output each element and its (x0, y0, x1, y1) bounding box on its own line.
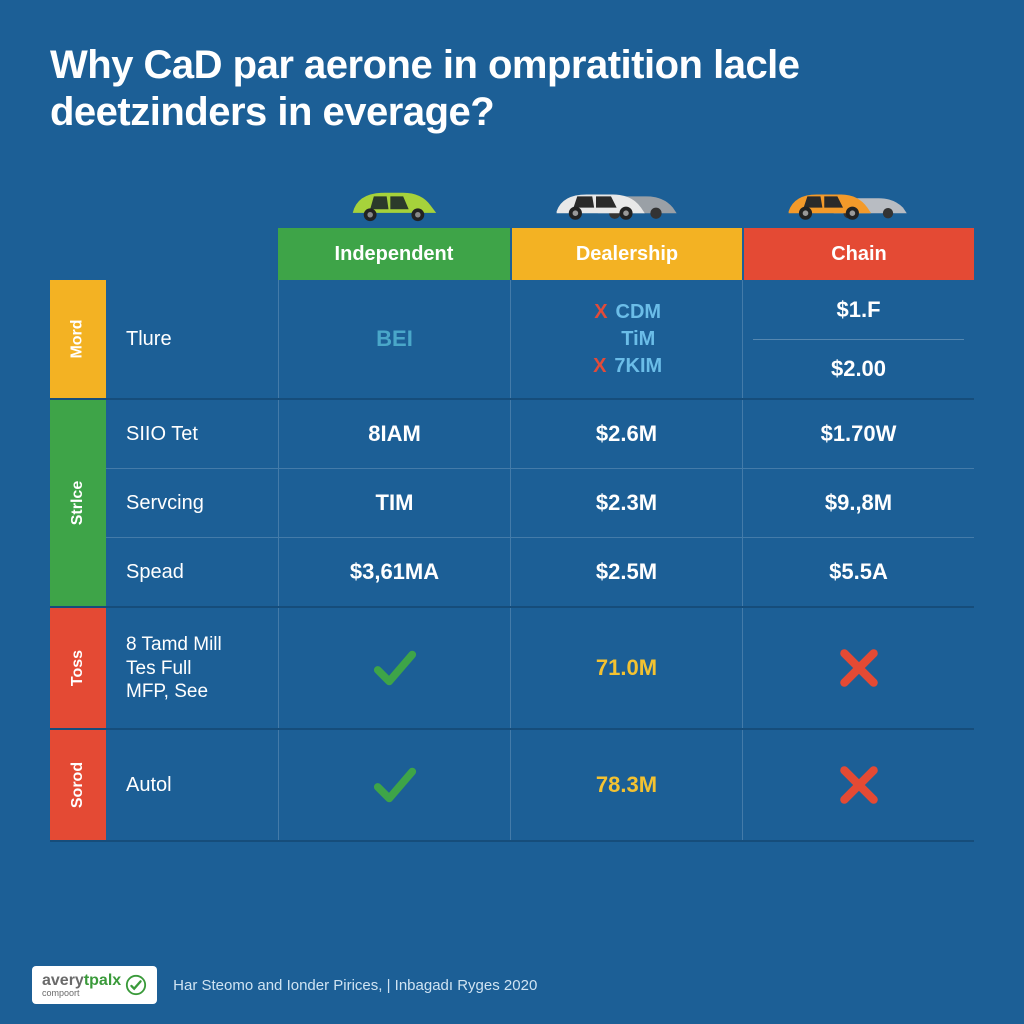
x-icon: X (591, 355, 609, 378)
cell-siiotet-indep: 8IAM (278, 400, 510, 468)
x-icon: X (592, 301, 610, 324)
colhead-dealership: Dealership (510, 228, 742, 280)
side-mord: Mord (50, 280, 106, 398)
comparison-grid: Independent Dealership Chain Mord Tlure … (50, 168, 974, 842)
colhead-chain: Chain (742, 228, 974, 280)
cell-siiotet-deal: $2.6M (510, 400, 742, 468)
logo-icon (125, 974, 147, 996)
footnote: Har Steomo and Ionder Pirices, | Inbagad… (173, 977, 537, 994)
cross-icon (837, 763, 881, 807)
cell-autol-chain (742, 730, 974, 840)
cell-autol-indep (278, 730, 510, 840)
cell-tamd-indep (278, 608, 510, 728)
col1-car-icon (278, 168, 510, 228)
cell-spead-deal: $2.5M (510, 538, 742, 606)
rowlabel-tlure: Tlure (106, 280, 278, 398)
logo: averytpalx compoort (32, 966, 157, 1004)
col2-car-icon (510, 168, 742, 228)
side-strlce: Strlce (50, 400, 106, 606)
cell-tamd-chain (742, 608, 974, 728)
cell-siiotet-chain: $1.70W (742, 400, 974, 468)
rowlabel-spead: Spead (106, 538, 278, 606)
cell-autol-deal: 78.3M (510, 730, 742, 840)
cell-servcing-indep: TIM (278, 469, 510, 537)
cell-servcing-deal: $2.3M (510, 469, 742, 537)
rowlabel-autol: Autol (106, 730, 278, 840)
colhead-independent: Independent (278, 228, 510, 280)
cell-servcing-chain: $9.,8M (742, 469, 974, 537)
cell-spead-indep: $3,61MA (278, 538, 510, 606)
cell-tlure-indep: BEI (278, 280, 510, 398)
footer: averytpalx compoort Har Steomo and Ionde… (32, 966, 992, 1004)
cell-tlure-deal: X CDM X TiM X 7KIM (510, 280, 742, 398)
cell-tlure-chain: $1.F $2.00 (742, 280, 974, 398)
side-sord: Sorod (50, 730, 106, 840)
side-toss: Toss (50, 608, 106, 728)
check-icon (372, 762, 418, 808)
rowlabel-tamdmill: 8 Tamd Mill Tes Full MFP, See (106, 608, 278, 728)
col3-car-icon (742, 168, 974, 228)
rowlabel-servcing: Servcing (106, 469, 278, 537)
cross-icon (837, 646, 881, 690)
page-title: Why CaD par aerone in ompratition lacle … (50, 42, 974, 136)
rowlabel-siiotet: SIIO Tet (106, 400, 278, 468)
cell-tamd-deal: 71.0M (510, 608, 742, 728)
check-icon (372, 645, 418, 691)
cell-spead-chain: $5.5A (742, 538, 974, 606)
